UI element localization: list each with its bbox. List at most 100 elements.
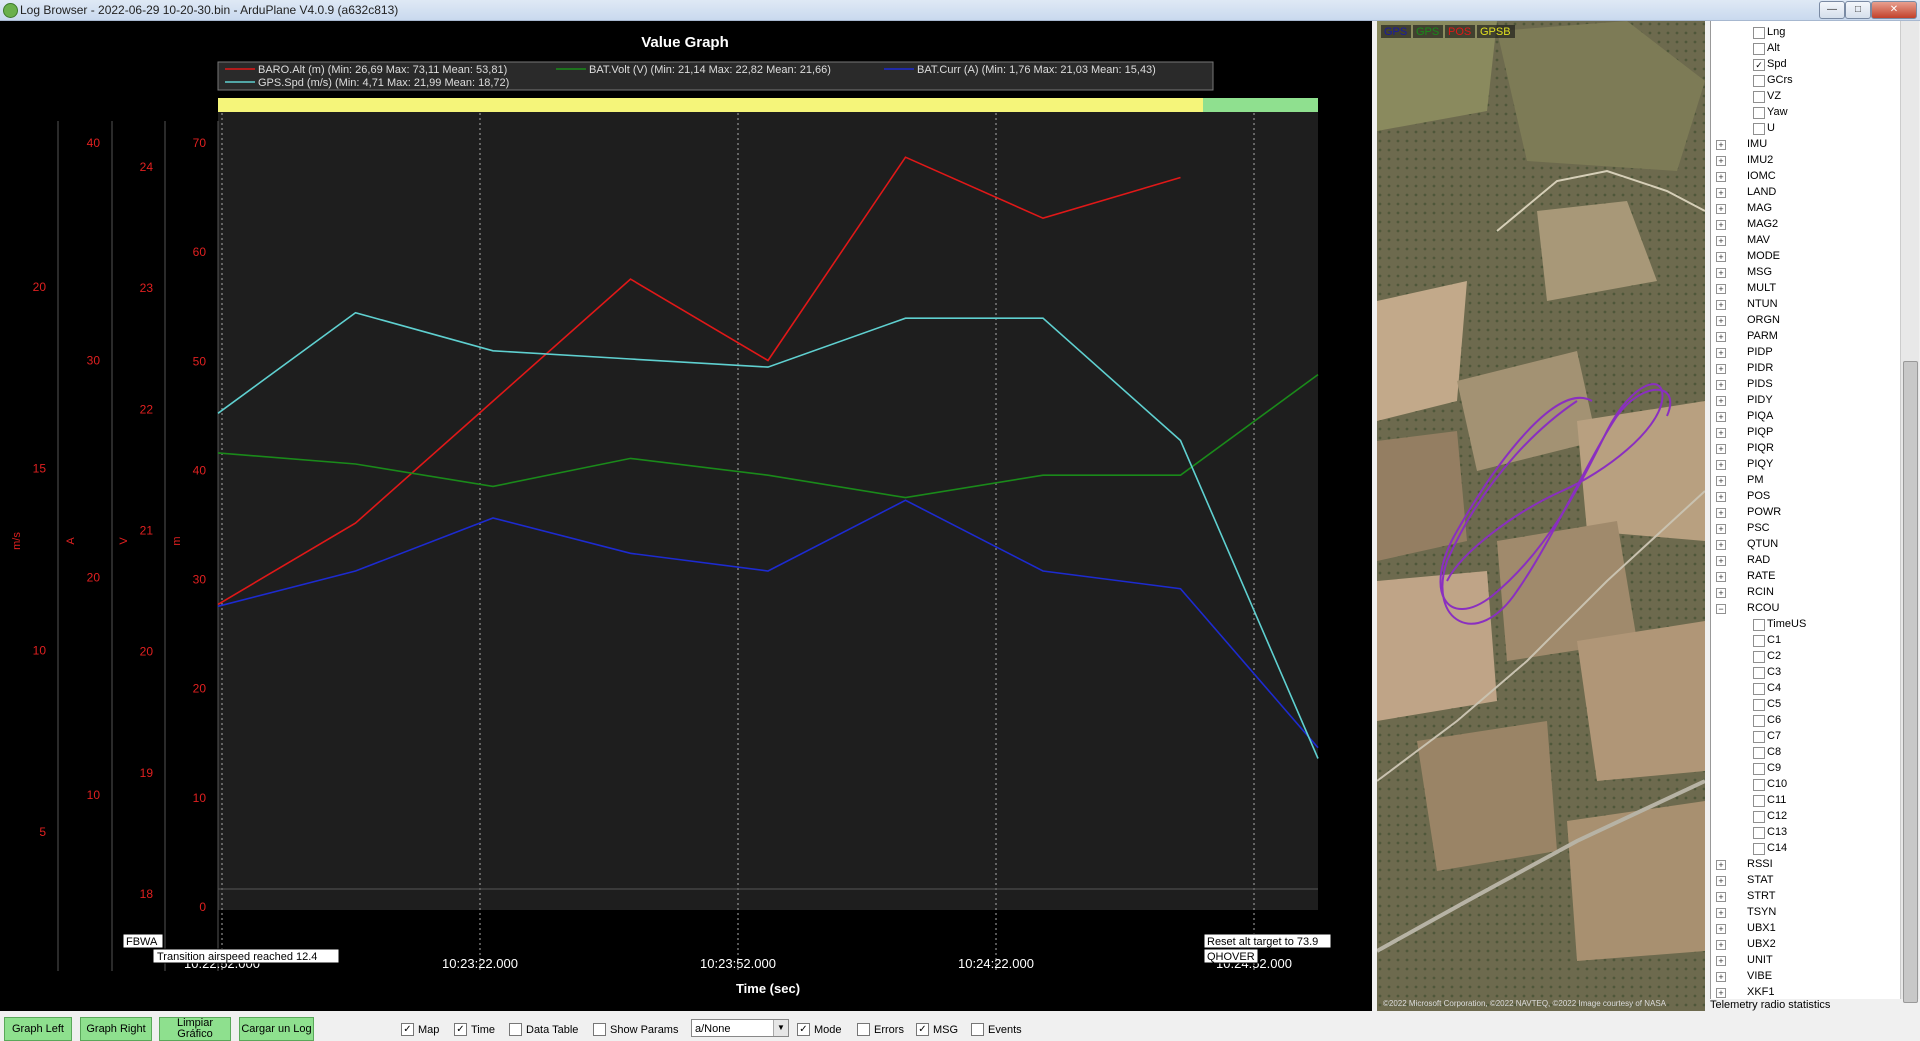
tree-node[interactable]: + PM [1711,473,1901,488]
tree-checkbox[interactable] [1753,651,1765,663]
tree-checkbox[interactable] [1753,91,1765,103]
tree-node[interactable]: C8 [1711,745,1901,760]
tree-checkbox[interactable] [1753,619,1765,631]
expand-icon[interactable]: + [1716,396,1726,406]
expand-icon[interactable]: + [1716,412,1726,422]
tree-node[interactable]: TimeUS [1711,617,1901,632]
tree-checkbox[interactable] [1753,699,1765,711]
tree-node[interactable]: ✓ Spd [1711,57,1901,72]
msg-checkbox-box[interactable]: ✓ [916,1023,929,1036]
tree-node[interactable]: + POS [1711,489,1901,504]
tree-node[interactable]: + UNIT [1711,953,1901,968]
tree-node[interactable]: C10 [1711,777,1901,792]
tree-node[interactable]: + MAV [1711,233,1901,248]
tree-node[interactable]: VZ [1711,89,1901,104]
data-table-checkbox[interactable]: Data Table [509,1023,578,1036]
tree-node[interactable]: + RAD [1711,553,1901,568]
expand-icon[interactable]: + [1716,284,1726,294]
tree-node[interactable]: + QTUN [1711,537,1901,552]
expand-icon[interactable]: + [1716,524,1726,534]
load-log-button[interactable]: Cargar un Log [239,1017,314,1041]
value-graph-panel[interactable]: Value Graph BARO.Alt (m) (Min: 26,69 Max… [0,21,1372,1011]
tree-node[interactable]: C4 [1711,681,1901,696]
tree-node[interactable]: + PIQY [1711,457,1901,472]
expand-icon[interactable]: + [1716,860,1726,870]
mode-checkbox-box[interactable]: ✓ [797,1023,810,1036]
tree-node[interactable]: + PIQP [1711,425,1901,440]
tree-node[interactable]: C14 [1711,841,1901,856]
map-checkbox[interactable]: ✓ Map [401,1023,439,1036]
tree-node[interactable]: C12 [1711,809,1901,824]
tree-node[interactable]: + RSSI [1711,857,1901,872]
msg-checkbox[interactable]: ✓ MSG [916,1023,958,1036]
chevron-down-icon[interactable]: ▼ [773,1020,788,1036]
tree-checkbox[interactable] [1753,123,1765,135]
mode-checkbox[interactable]: ✓ Mode [797,1023,842,1036]
expand-icon[interactable]: + [1716,940,1726,950]
tree-node[interactable]: + XKF1 [1711,985,1901,999]
tree-node[interactable]: + VIBE [1711,969,1901,984]
tree-checkbox[interactable] [1753,635,1765,647]
data-table-checkbox-box[interactable] [509,1023,522,1036]
expand-icon[interactable]: + [1716,460,1726,470]
tree-checkbox[interactable] [1753,779,1765,791]
expand-icon[interactable]: + [1716,476,1726,486]
expand-icon[interactable]: + [1716,572,1726,582]
tree-node[interactable]: + ORGN [1711,313,1901,328]
tree-node[interactable]: + MAG2 [1711,217,1901,232]
expand-icon[interactable]: + [1716,956,1726,966]
tree-node[interactable]: + MAG [1711,201,1901,216]
tree-node[interactable]: Lng [1711,25,1901,40]
tree-node[interactable]: + MODE [1711,249,1901,264]
tree-node[interactable]: + STRT [1711,889,1901,904]
tree-checkbox[interactable] [1753,795,1765,807]
tree-node[interactable]: C2 [1711,649,1901,664]
show-params-checkbox-box[interactable] [593,1023,606,1036]
errors-checkbox-box[interactable] [857,1023,870,1036]
expand-icon[interactable]: + [1716,252,1726,262]
expand-icon[interactable]: + [1716,908,1726,918]
tree-node[interactable]: + PIDS [1711,377,1901,392]
expand-icon[interactable]: + [1716,332,1726,342]
tree-node[interactable]: U [1711,121,1901,136]
expand-icon[interactable]: + [1716,364,1726,374]
close-button[interactable]: ✕ [1871,1,1917,19]
tree-checkbox[interactable] [1753,763,1765,775]
graph-left-button[interactable]: Graph Left [4,1017,72,1041]
expand-icon[interactable]: + [1716,220,1726,230]
expand-icon[interactable]: + [1716,972,1726,982]
tree-node[interactable]: + RCIN [1711,585,1901,600]
expand-icon[interactable]: + [1716,300,1726,310]
tree-node[interactable]: C3 [1711,665,1901,680]
tree-node[interactable]: Yaw [1711,105,1901,120]
tree-node[interactable]: C11 [1711,793,1901,808]
tree-node[interactable]: + IOMC [1711,169,1901,184]
expand-icon[interactable]: + [1716,156,1726,166]
tree-scrollbar[interactable] [1900,21,1919,1003]
map-checkbox-box[interactable]: ✓ [401,1023,414,1036]
tree-checkbox[interactable] [1753,75,1765,87]
tree-node[interactable]: + TSYN [1711,905,1901,920]
expand-icon[interactable]: + [1716,924,1726,934]
clear-graph-button[interactable]: Limpiar Gráfico [159,1017,231,1041]
tree-checkbox[interactable] [1753,683,1765,695]
expand-icon[interactable]: + [1716,268,1726,278]
tree-checkbox[interactable] [1753,811,1765,823]
tree-checkbox[interactable] [1753,827,1765,839]
tree-node[interactable]: + MSG [1711,265,1901,280]
expand-icon[interactable]: + [1716,556,1726,566]
show-params-checkbox[interactable]: Show Params [593,1023,678,1036]
tree-checkbox[interactable] [1753,667,1765,679]
expand-icon[interactable]: + [1716,204,1726,214]
tree-node[interactable]: + UBX2 [1711,937,1901,952]
tree-checkbox[interactable] [1753,715,1765,727]
graph-right-button[interactable]: Graph Right [80,1017,152,1041]
expand-icon[interactable]: + [1716,380,1726,390]
tree-checkbox[interactable] [1753,843,1765,855]
tree-node[interactable]: C9 [1711,761,1901,776]
tree-scrollbar-thumb[interactable] [1903,361,1918,1003]
expand-icon[interactable]: + [1716,492,1726,502]
tree-node[interactable]: + POWR [1711,505,1901,520]
tree-checkbox[interactable] [1753,27,1765,39]
tree-checkbox[interactable] [1753,747,1765,759]
